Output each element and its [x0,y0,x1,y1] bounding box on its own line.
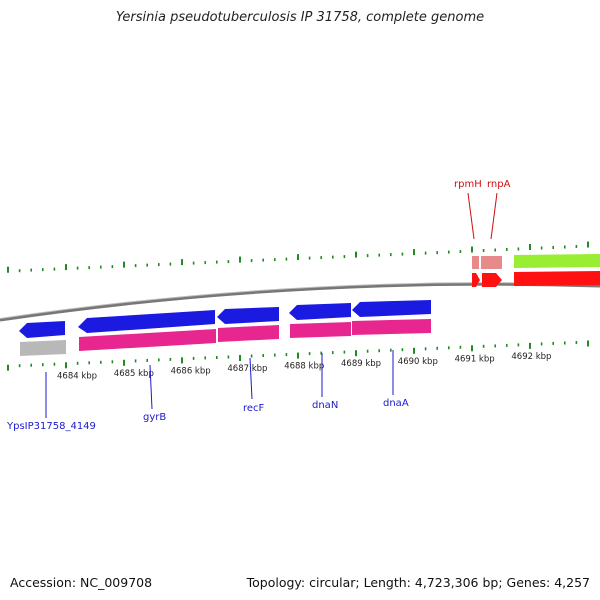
label-YpsIP31758_4149[interactable]: YpsIP31758_4149 [6,421,96,432]
lower-strand-cds [19,300,431,338]
leader-gyrB [149,364,153,410]
scale-label: 4688 kbp [284,362,324,372]
accession-text: Accession: NC_009708 [10,575,153,590]
scale-label: 4689 kbp [341,359,381,369]
label-rpmH[interactable]: rpmH [454,179,482,190]
feature-rnpA-box[interactable] [481,256,502,269]
scale-label: 4692 kbp [511,352,551,362]
scale-labels: 4684 kbp 4685 kbp 4686 kbp 4687 kbp 4688 kbp… [57,352,551,382]
label-rnpA[interactable]: rnpA [487,179,511,190]
gene-YpsIP31758_4149[interactable] [20,340,66,356]
cds-dnaN[interactable] [289,303,351,320]
leader-rnpA [490,192,498,240]
scale-label: 4684 kbp [57,372,97,382]
scale-label: 4690 kbp [398,357,438,367]
gene-recF[interactable] [218,325,279,342]
leader-recF [249,357,253,400]
map-title: Yersinia pseudotuberculosis IP 31758, co… [115,10,485,25]
label-dnaN[interactable]: dnaN [312,400,338,411]
label-gyrB[interactable]: gyrB [143,412,166,423]
genome-summary-text: Topology: circular; Length: 4,723,306 bp… [246,575,590,590]
leader-rpmH [467,192,475,240]
scale-label: 4691 kbp [455,354,495,364]
feature-rnpA-arrow[interactable] [482,273,502,287]
upper-strand-features [472,254,600,287]
feature-green-box[interactable] [514,254,600,268]
lower-tick-ring [7,340,589,371]
gene-dnaA[interactable] [352,319,431,335]
label-dnaA[interactable]: dnaA [383,398,409,409]
label-leaders [45,192,498,418]
feature-rpmH-box[interactable] [472,256,479,269]
cds-recF[interactable] [217,307,279,324]
label-recF[interactable]: recF [243,403,265,414]
gene-gyrB[interactable] [79,329,216,351]
scale-label: 4685 kbp [114,369,154,379]
cds-dnaA[interactable] [352,300,431,317]
scale-label: 4686 kbp [171,367,211,377]
feature-red-box[interactable] [514,271,600,286]
gene-labels: rpmH rnpA YpsIP31758_4149 gyrB recF dnaN… [6,179,511,432]
upper-tick-ring [7,241,589,273]
cds-YpsIP31758_4149[interactable] [19,321,65,338]
feature-rpmH-arrow[interactable] [472,273,480,287]
cds-gyrB[interactable] [78,310,215,333]
lower-strand-genes [20,319,431,356]
scale-label: 4687 kbp [227,364,267,374]
gene-dnaN[interactable] [290,322,351,338]
